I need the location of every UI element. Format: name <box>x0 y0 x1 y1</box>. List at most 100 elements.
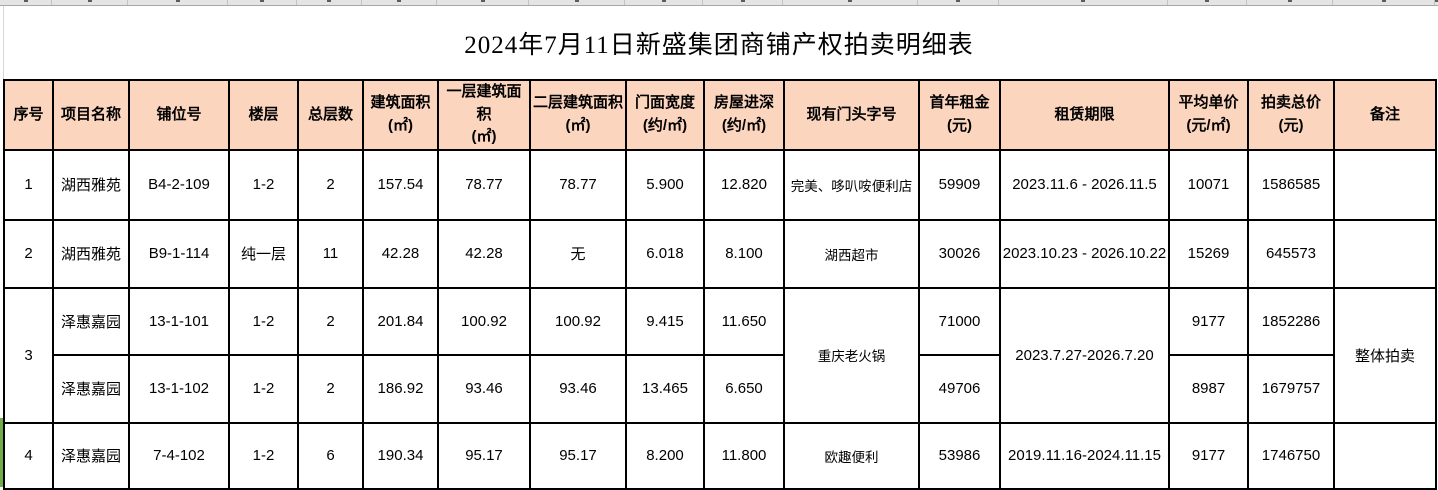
cell-house-depth[interactable]: 6.650 <box>703 353 785 424</box>
table-row: 4 泽惠嘉园 7-4-102 1-2 6 190.34 95.17 95.17 … <box>3 421 1437 490</box>
cell-second-floor-area[interactable]: 无 <box>529 218 627 289</box>
cell-remarks[interactable] <box>1333 218 1437 289</box>
cell-average-unit-price[interactable]: 10071 <box>1168 148 1249 221</box>
cell-storefront-name[interactable]: 欧趣便利 <box>783 421 920 490</box>
cell-lease-term[interactable]: 2023.7.27-2026.7.20 <box>999 286 1170 424</box>
col-header-average-unit-price[interactable]: 平均单价 (元/㎡) <box>1168 79 1249 151</box>
col-header-first-year-rent[interactable]: 首年租金 (元) <box>918 79 1001 151</box>
col-header-serial[interactable]: 序号 <box>3 79 54 151</box>
cell-shop-number[interactable]: B9-1-114 <box>128 218 230 289</box>
cell-second-floor-area[interactable]: 78.77 <box>529 148 627 221</box>
cell-total-floors[interactable]: 2 <box>297 286 364 356</box>
cell-second-floor-area[interactable]: 93.46 <box>529 353 627 424</box>
cell-remarks[interactable]: 整体拍卖 <box>1333 286 1437 424</box>
cell-facade-width[interactable]: 9.415 <box>625 286 705 356</box>
cell-average-unit-price[interactable]: 15269 <box>1168 218 1249 289</box>
cell-house-depth[interactable]: 11.800 <box>703 421 785 490</box>
cell-serial[interactable]: 1 <box>3 148 54 221</box>
col-header-floor[interactable]: 楼层 <box>228 79 299 151</box>
col-header-remarks[interactable]: 备注 <box>1333 79 1437 151</box>
cell-project-name[interactable]: 湖西雅苑 <box>52 218 130 289</box>
col-header-second-floor-area[interactable]: 二层建筑面积 (㎡) <box>529 79 627 151</box>
cell-lease-term[interactable]: 2023.11.6 - 2026.11.5 <box>999 148 1170 221</box>
cell-lease-term[interactable]: 2023.10.23 - 2026.10.22 <box>999 218 1170 289</box>
cell-shop-number[interactable]: 13-1-101 <box>128 286 230 356</box>
table-row: 泽惠嘉园 13-1-102 1-2 2 186.92 93.46 93.46 1… <box>4 353 1436 424</box>
cell-first-floor-area[interactable]: 100.92 <box>437 286 531 356</box>
column-letter-stub <box>1168 0 1247 5</box>
cell-second-floor-area[interactable]: 95.17 <box>529 421 627 490</box>
col-header-auction-total-price[interactable]: 拍卖总价 (元) <box>1247 79 1335 151</box>
cell-auction-total-price[interactable]: 1679757 <box>1247 353 1335 424</box>
cell-facade-width[interactable]: 5.900 <box>625 148 705 221</box>
col-header-project-name[interactable]: 项目名称 <box>52 79 130 151</box>
col-header-facade-width[interactable]: 门面宽度 (约/㎡) <box>625 79 705 151</box>
cell-first-year-rent[interactable]: 71000 <box>918 286 1001 356</box>
col-header-lease-term[interactable]: 租赁期限 <box>999 79 1170 151</box>
cell-facade-width[interactable]: 6.018 <box>625 218 705 289</box>
cell-average-unit-price[interactable]: 8987 <box>1168 353 1249 424</box>
cell-remarks[interactable] <box>1333 421 1437 490</box>
cell-building-area[interactable]: 42.28 <box>362 218 439 289</box>
cell-facade-width[interactable]: 8.200 <box>625 421 705 490</box>
col-header-first-floor-area[interactable]: 一层建筑面积 (㎡) <box>437 79 531 151</box>
cell-average-unit-price[interactable]: 9177 <box>1168 286 1249 356</box>
cell-shop-number[interactable]: 13-1-102 <box>128 353 230 424</box>
cell-first-year-rent[interactable]: 59909 <box>918 148 1001 221</box>
col-header-house-depth[interactable]: 房屋进深 (约/㎡) <box>703 79 785 151</box>
cell-facade-width[interactable]: 13.465 <box>625 353 705 424</box>
cell-project-name[interactable]: 泽惠嘉园 <box>52 286 130 356</box>
col-header-total-floors[interactable]: 总层数 <box>297 79 364 151</box>
cell-house-depth[interactable]: 11.650 <box>703 286 785 356</box>
cell-floor[interactable]: 1-2 <box>228 353 299 424</box>
cell-storefront-name[interactable]: 完美、哆叭咹便利店 <box>783 148 920 221</box>
cell-total-floors[interactable]: 6 <box>297 421 364 490</box>
cell-auction-total-price[interactable]: 1586585 <box>1247 148 1335 221</box>
cell-shop-number[interactable]: 7-4-102 <box>128 421 230 490</box>
cell-project-name[interactable]: 泽惠嘉园 <box>52 421 130 490</box>
cell-storefront-name[interactable]: 湖西超市 <box>783 218 920 289</box>
cell-storefront-name[interactable]: 重庆老火锅 <box>783 286 920 424</box>
cell-project-name[interactable]: 湖西雅苑 <box>52 148 130 221</box>
col-header-shop-number[interactable]: 铺位号 <box>128 79 230 151</box>
cell-first-floor-area[interactable]: 78.77 <box>437 148 531 221</box>
cell-auction-total-price[interactable]: 1746750 <box>1247 421 1335 490</box>
cell-building-area[interactable]: 157.54 <box>362 148 439 221</box>
col-header-building-area[interactable]: 建筑面积 (㎡) <box>362 79 439 151</box>
cell-auction-total-price[interactable]: 1852286 <box>1247 286 1335 356</box>
cell-building-area[interactable]: 190.34 <box>362 421 439 490</box>
cell-project-name[interactable]: 泽惠嘉园 <box>52 353 130 424</box>
cell-first-year-rent[interactable]: 53986 <box>918 421 1001 490</box>
column-header-strip <box>0 0 1438 6</box>
title-row: 2024年7月11日新盛集团商铺产权拍卖明细表 <box>0 6 1438 79</box>
cell-house-depth[interactable]: 8.100 <box>703 218 785 289</box>
cell-floor[interactable]: 纯一层 <box>228 218 299 289</box>
cell-first-year-rent[interactable]: 30026 <box>918 218 1001 289</box>
cell-serial[interactable]: 2 <box>3 218 54 289</box>
column-letter-stub <box>362 0 437 5</box>
col-header-storefront-name[interactable]: 现有门头字号 <box>783 79 920 151</box>
cell-serial[interactable]: 4 <box>3 421 54 490</box>
cell-second-floor-area[interactable]: 100.92 <box>529 286 627 356</box>
cell-floor[interactable]: 1-2 <box>228 421 299 490</box>
cell-house-depth[interactable]: 12.820 <box>703 148 785 221</box>
cell-shop-number[interactable]: B4-2-109 <box>128 148 230 221</box>
cell-total-floors[interactable]: 2 <box>297 148 364 221</box>
cell-floor[interactable]: 1-2 <box>228 148 299 221</box>
cell-floor[interactable]: 1-2 <box>228 286 299 356</box>
column-letter-stub <box>0 0 52 5</box>
cell-auction-total-price[interactable]: 645573 <box>1247 218 1335 289</box>
cell-building-area[interactable]: 201.84 <box>362 286 439 356</box>
cell-total-floors[interactable]: 11 <box>297 218 364 289</box>
cell-first-floor-area[interactable]: 95.17 <box>437 421 531 490</box>
cell-total-floors[interactable]: 2 <box>297 353 364 424</box>
cell-lease-term[interactable]: 2019.11.16-2024.11.15 <box>999 421 1170 490</box>
cell-first-year-rent[interactable]: 49706 <box>918 353 1001 424</box>
cell-building-area[interactable]: 186.92 <box>362 353 439 424</box>
cell-average-unit-price[interactable]: 9177 <box>1168 421 1249 490</box>
sheet-title[interactable]: 2024年7月11日新盛集团商铺产权拍卖明细表 <box>464 31 974 59</box>
cell-first-floor-area[interactable]: 42.28 <box>437 218 531 289</box>
cell-first-floor-area[interactable]: 93.46 <box>437 353 531 424</box>
cell-serial[interactable]: 3 <box>3 286 54 424</box>
cell-remarks[interactable] <box>1333 148 1437 221</box>
